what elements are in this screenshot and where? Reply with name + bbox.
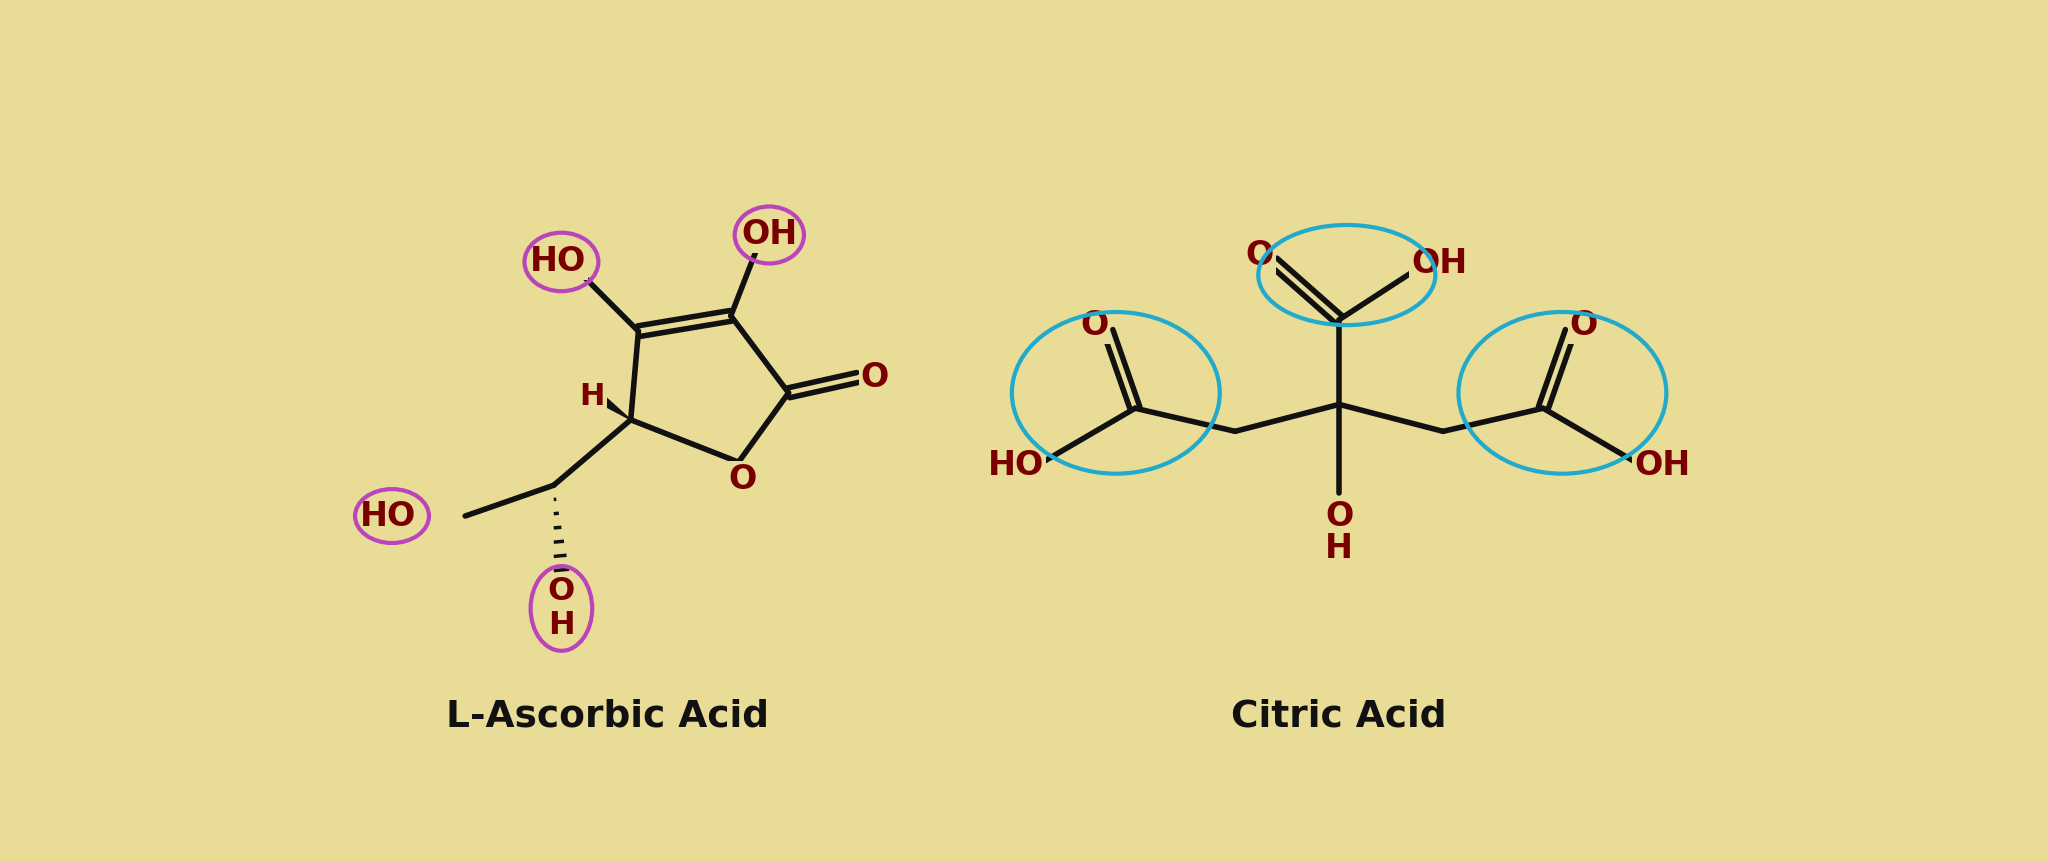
- Text: L-Ascorbic Acid: L-Ascorbic Acid: [446, 698, 770, 734]
- Polygon shape: [598, 394, 631, 420]
- Text: OH: OH: [1411, 247, 1466, 280]
- Text: O: O: [1571, 308, 1597, 342]
- Text: O: O: [1079, 308, 1108, 342]
- Text: O: O: [729, 462, 756, 496]
- Text: O: O: [547, 576, 575, 607]
- Text: HO: HO: [987, 449, 1044, 482]
- Text: O: O: [1245, 239, 1274, 272]
- Text: O: O: [1325, 499, 1354, 533]
- Text: OH: OH: [741, 219, 797, 251]
- Text: H: H: [549, 610, 575, 641]
- Text: H: H: [580, 382, 604, 412]
- Text: OH: OH: [1634, 449, 1692, 482]
- Text: HO: HO: [530, 245, 586, 278]
- Text: Citric Acid: Citric Acid: [1231, 698, 1446, 734]
- Text: H: H: [1325, 532, 1354, 565]
- Text: O: O: [860, 361, 889, 394]
- Text: HO: HO: [360, 499, 416, 533]
